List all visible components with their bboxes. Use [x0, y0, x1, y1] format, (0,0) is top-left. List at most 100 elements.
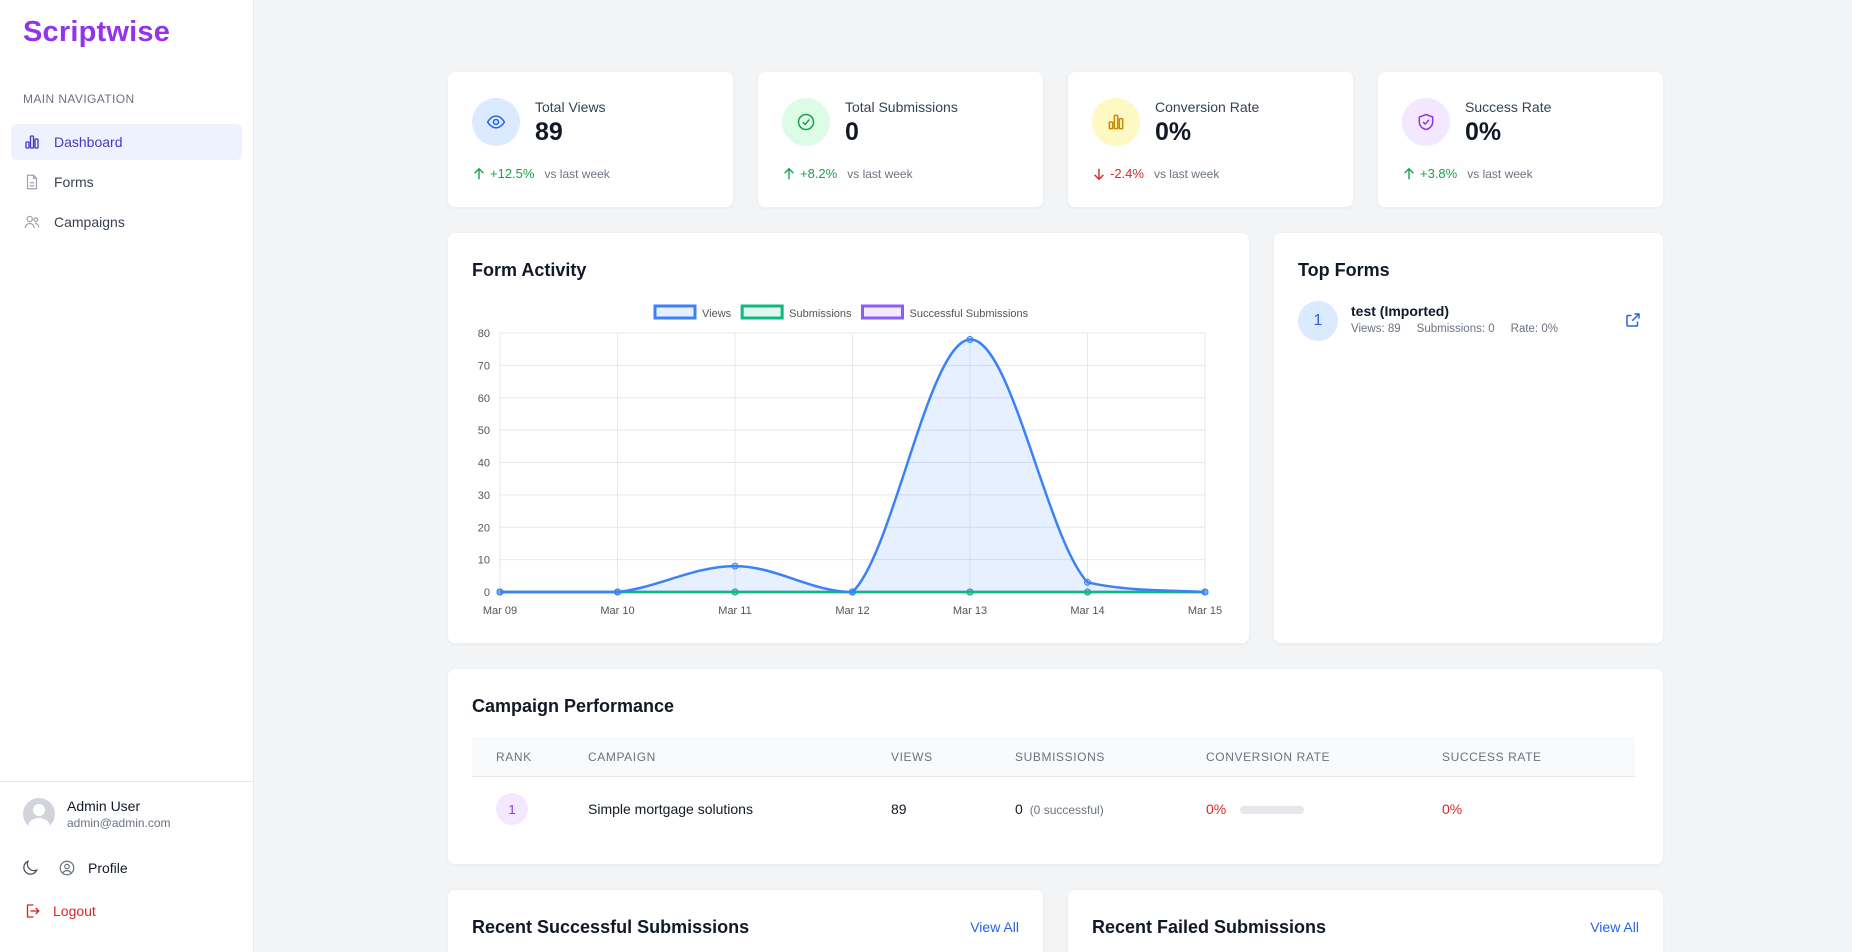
view-all-failed-link[interactable]: View All: [1590, 919, 1639, 935]
table-row[interactable]: 1 Simple mortgage solutions 89 0 (0 succ…: [472, 777, 1635, 841]
stat-card-conversion-rate: Conversion Rate 0% -2.4% vs last week: [1067, 71, 1354, 208]
x-tick-label: Mar 13: [953, 605, 987, 617]
stat-value: 89: [535, 118, 563, 146]
sidebar-item-campaigns[interactable]: Campaigns: [11, 204, 242, 240]
x-tick-label: Mar 12: [835, 605, 869, 617]
change-percent: -2.4%: [1110, 166, 1144, 181]
legend-label: Submissions: [789, 308, 852, 320]
form-activity-title: Form Activity: [472, 260, 587, 280]
campaign-performance-title: Campaign Performance: [472, 696, 675, 716]
sidebar-item-forms[interactable]: Forms: [11, 164, 242, 200]
top-form-stats: Views: 89 Submissions: 0 Rate: 0%: [1351, 323, 1574, 335]
y-tick-label: 50: [478, 425, 490, 437]
data-point: [496, 588, 504, 596]
profile-label: Profile: [88, 860, 128, 876]
stat-change: +3.8% vs last week: [1402, 166, 1533, 181]
y-tick-label: 30: [478, 490, 490, 502]
logout-icon: [26, 904, 40, 918]
stat-card-success-rate: Success Rate 0% +3.8% vs last week: [1377, 71, 1664, 208]
brand-logo[interactable]: Scriptwise: [23, 16, 171, 48]
stat-card-total-submissions: Total Submissions 0 +8.2% vs last week: [757, 71, 1044, 208]
submissions-count: 0: [1015, 801, 1023, 817]
sidebar-footer: Admin User admin@admin.com Profile Logou…: [0, 781, 254, 952]
bar-chart-icon: [23, 133, 41, 151]
y-tick-label: 40: [478, 458, 490, 470]
campaign-name: Simple mortgage solutions: [588, 801, 753, 817]
sidebar-item-label: Forms: [54, 174, 94, 190]
eye-icon: [472, 98, 520, 146]
campaign-table: RANK CAMPAIGN VIEWS SUBMISSIONS CONVERSI…: [472, 737, 1635, 841]
x-tick-label: Mar 09: [483, 605, 517, 617]
nav-heading: MAIN NAVIGATION: [23, 92, 135, 106]
profile-link[interactable]: Profile: [58, 859, 128, 877]
view-all-successful-link[interactable]: View All: [970, 919, 1019, 935]
check-circle-icon: [782, 98, 830, 146]
arrow-up-icon: [1404, 167, 1414, 179]
data-point: [614, 588, 621, 596]
data-point: [966, 335, 974, 343]
y-tick-label: 20: [478, 522, 490, 534]
column-header: CONVERSION RATE: [1206, 749, 1331, 764]
change-period: vs last week: [847, 166, 913, 181]
main-navigation: Dashboard Forms Campaigns: [11, 124, 242, 244]
form-activity-card: Form Activity 0 10 20 30 40 50 60 70 80 Mar 09 Mar…: [447, 232, 1250, 644]
column-header: SUBMISSIONS: [1015, 749, 1105, 764]
data-point: [1201, 588, 1209, 596]
y-tick-label: 70: [478, 360, 490, 372]
user-name: Admin User: [67, 798, 141, 814]
top-form-rate: Rate: 0%: [1510, 323, 1558, 335]
campaign-submissions: 0 (0 successful): [1015, 801, 1206, 817]
external-link-icon[interactable]: [1624, 311, 1642, 329]
top-forms-card: Top Forms 1 test (Imported) Views: 89 Su…: [1273, 232, 1664, 644]
sidebar: Scriptwise MAIN NAVIGATION Dashboard For…: [0, 0, 254, 952]
avatar: [23, 798, 55, 830]
x-tick-label: Mar 15: [1188, 605, 1222, 617]
change-percent: +3.8%: [1420, 166, 1458, 181]
legend-label: Successful Submissions: [910, 308, 1029, 320]
stat-change: -2.4% vs last week: [1092, 166, 1219, 181]
column-header: CAMPAIGN: [588, 749, 656, 764]
arrow-up-icon: [784, 167, 794, 179]
top-form-views: Views: 89: [1351, 323, 1401, 335]
column-header: SUCCESS RATE: [1442, 749, 1542, 764]
column-header: RANK: [496, 749, 532, 764]
campaign-performance-card: Campaign Performance RANK CAMPAIGN VIEWS…: [447, 668, 1664, 865]
column-header: VIEWS: [891, 749, 933, 764]
logout-button[interactable]: Logout: [23, 902, 96, 920]
legend-label: Views: [702, 308, 732, 320]
legend-swatch: [653, 304, 697, 320]
stat-value: 0%: [1155, 118, 1192, 146]
recent-failed-card: Recent Failed Submissions View All: [1067, 889, 1664, 952]
conversion-progress-bar: [1240, 806, 1305, 815]
y-tick-label: 80: [478, 328, 490, 340]
change-percent: +8.2%: [800, 166, 838, 181]
legend-swatch: [740, 304, 784, 320]
table-header: RANK CAMPAIGN VIEWS SUBMISSIONS CONVERSI…: [472, 737, 1635, 777]
stat-value: 0%: [1465, 118, 1502, 146]
top-form-name: test (Imported): [1351, 303, 1449, 319]
data-point: [966, 588, 974, 596]
stat-label: Total Submissions: [845, 99, 958, 115]
moon-icon[interactable]: [20, 858, 40, 878]
top-form-submissions: Submissions: 0: [1416, 323, 1495, 335]
recent-failed-title: Recent Failed Submissions: [1092, 917, 1327, 937]
form-activity-chart: 0 10 20 30 40 50 60 70 80 Mar 09 Mar 10 Mar 11 Mar 1…: [478, 304, 1222, 617]
user-info[interactable]: Admin User admin@admin.com: [23, 798, 171, 830]
data-point: [1084, 578, 1091, 586]
users-icon: [23, 213, 41, 231]
sidebar-item-dashboard[interactable]: Dashboard: [11, 124, 242, 160]
x-tick-label: Mar 11: [718, 605, 751, 617]
arrow-up-icon: [474, 167, 484, 179]
change-period: vs last week: [544, 166, 610, 181]
successful-count: (0 successful): [1029, 803, 1104, 817]
recent-successful-card: Recent Successful Submissions View All: [447, 889, 1044, 952]
document-icon: [23, 173, 41, 191]
data-point: [731, 562, 739, 570]
rank-badge: 1: [496, 793, 528, 825]
change-percent: +12.5%: [490, 166, 535, 181]
campaign-views: 89: [891, 801, 907, 817]
stat-value: 0: [845, 118, 859, 146]
campaign-conversion: 0%: [1206, 801, 1442, 817]
series-line-views: [500, 338, 1206, 594]
stat-label: Conversion Rate: [1155, 99, 1260, 115]
